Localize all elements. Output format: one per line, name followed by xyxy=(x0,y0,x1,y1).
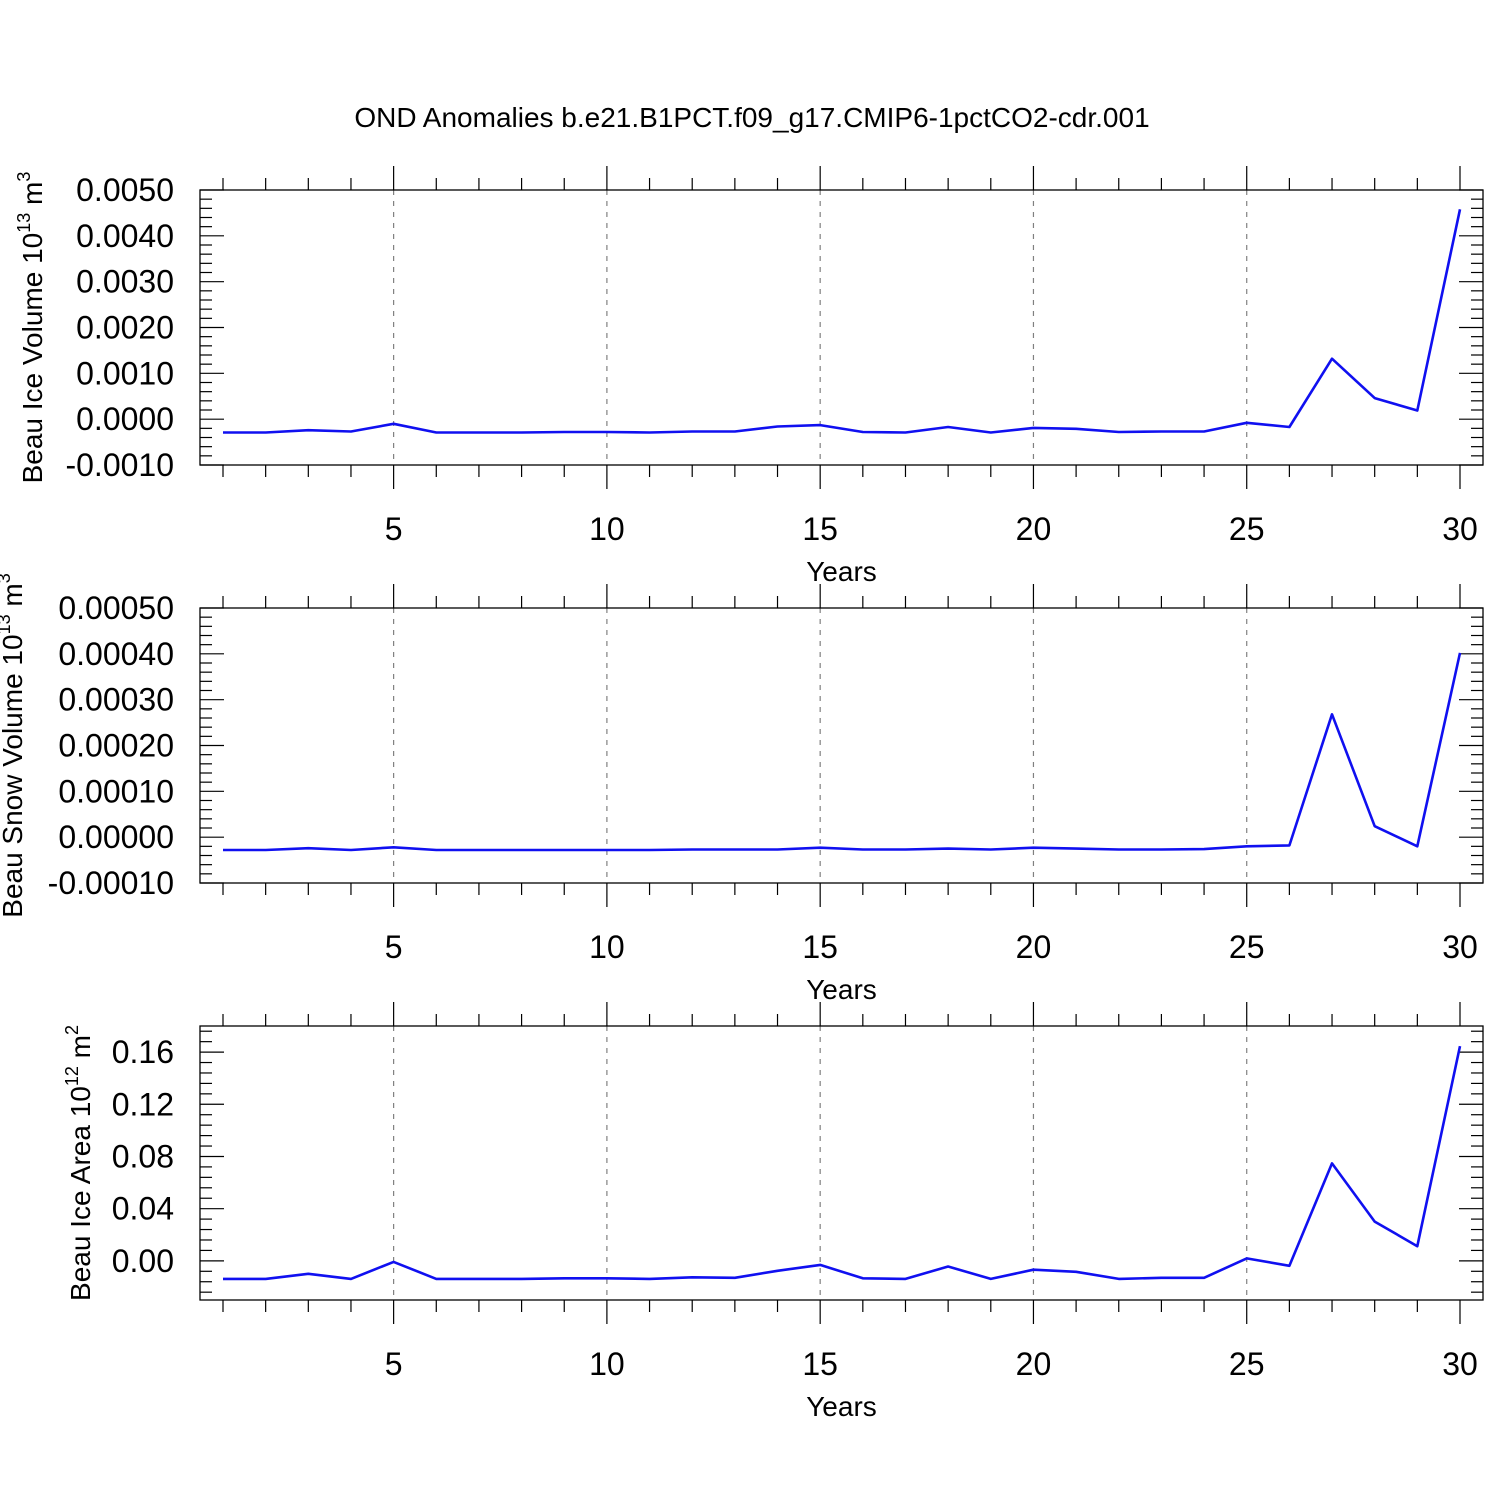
y-tick-label: 0.08 xyxy=(112,1138,174,1174)
x-tick-label: 5 xyxy=(385,1346,403,1382)
x-tick-label: 15 xyxy=(802,511,838,547)
y-tick-label: 0.16 xyxy=(112,1034,174,1070)
series-line xyxy=(223,209,1462,434)
y-tick-label: 0.04 xyxy=(112,1191,174,1227)
x-axis-label: Years xyxy=(806,556,877,587)
chart-panel-2: -0.00010 0.00000 0.00010 0.00020 0.00030 0.00… xyxy=(0,573,1484,1005)
x-tick-label: 25 xyxy=(1229,1346,1265,1382)
y-axis-label-unit: m xyxy=(17,182,48,213)
chart-panel-3: 0.00 0.04 0.08 0.12 0.16 5 10 15 20 25 30 Years Beau… xyxy=(62,1002,1484,1422)
y-axis-label: Beau Snow Volume 1013 m3 xyxy=(0,573,28,917)
y-axis-label-unit: m xyxy=(0,583,28,614)
y-tick-label: 0.0050 xyxy=(76,172,174,208)
y-tick-label: 0.00050 xyxy=(58,590,174,626)
y-tick-label: 0.0030 xyxy=(76,264,174,300)
x-tick-label: 20 xyxy=(1016,1346,1052,1382)
y-axis-label-exponent: 13 xyxy=(14,213,34,233)
x-axis-label: Years xyxy=(806,974,877,1005)
chart-title: OND Anomalies b.e21.B1PCT.f09_g17.CMIP6-… xyxy=(354,102,1149,133)
x-tick-label: 15 xyxy=(802,929,838,965)
y-axis-label-unit-exponent: 2 xyxy=(62,1025,82,1035)
y-tick-label: 0.00040 xyxy=(58,636,174,672)
x-tick-label: 10 xyxy=(589,511,625,547)
y-tick-label: 0.0040 xyxy=(76,218,174,254)
y-axis-label-base: Beau Snow Volume 10 xyxy=(0,634,28,917)
y-tick-label: 0.00030 xyxy=(58,682,174,718)
x-axis-label: Years xyxy=(806,1391,877,1422)
y-tick-label: -0.0010 xyxy=(65,447,174,483)
x-tick-label: 30 xyxy=(1442,929,1478,965)
x-tick-label: 10 xyxy=(589,1346,625,1382)
y-axis-label-exponent: 12 xyxy=(62,1066,82,1086)
y-tick-label: 0.0000 xyxy=(76,401,174,437)
x-tick-label: 20 xyxy=(1016,929,1052,965)
y-axis-label-unit-exponent: 3 xyxy=(14,172,34,182)
y-axis-label: Beau Ice Volume 1013 m3 xyxy=(14,172,48,484)
x-tick-label: 5 xyxy=(385,511,403,547)
x-tick-label: 5 xyxy=(385,929,403,965)
x-tick-label: 10 xyxy=(589,929,625,965)
plot-frame xyxy=(199,1025,1484,1301)
series-line xyxy=(223,652,1462,852)
y-tick-label: 0.0010 xyxy=(76,355,174,391)
x-tick-label: 15 xyxy=(802,1346,838,1382)
y-tick-label: 0.00000 xyxy=(58,819,174,855)
y-tick-label: 0.12 xyxy=(112,1086,174,1122)
y-tick-label: 0.00 xyxy=(112,1243,174,1279)
x-tick-label: 20 xyxy=(1016,511,1052,547)
x-tick-label: 25 xyxy=(1229,511,1265,547)
x-tick-label: 30 xyxy=(1442,511,1478,547)
y-tick-label: -0.00010 xyxy=(48,865,174,901)
y-tick-label: 0.00020 xyxy=(58,728,174,764)
chart-panel-1: -0.0010 0.0000 0.0010 0.0020 0.0030 0.0040 0.0… xyxy=(14,166,1484,587)
y-axis-label-exponent: 13 xyxy=(0,614,14,634)
y-axis-label-unit: m xyxy=(65,1035,96,1066)
y-axis-label-base: Beau Ice Volume 10 xyxy=(17,233,48,484)
y-tick-label: 0.0020 xyxy=(76,310,174,346)
y-tick-label: 0.00010 xyxy=(58,773,174,809)
series-line xyxy=(223,1045,1462,1281)
y-axis-label-unit-exponent: 3 xyxy=(0,573,14,583)
y-axis-label-base: Beau Ice Area 10 xyxy=(65,1086,96,1301)
x-tick-label: 25 xyxy=(1229,929,1265,965)
x-tick-label: 30 xyxy=(1442,1346,1478,1382)
y-axis-label: Beau Ice Area 1012 m2 xyxy=(62,1025,96,1301)
